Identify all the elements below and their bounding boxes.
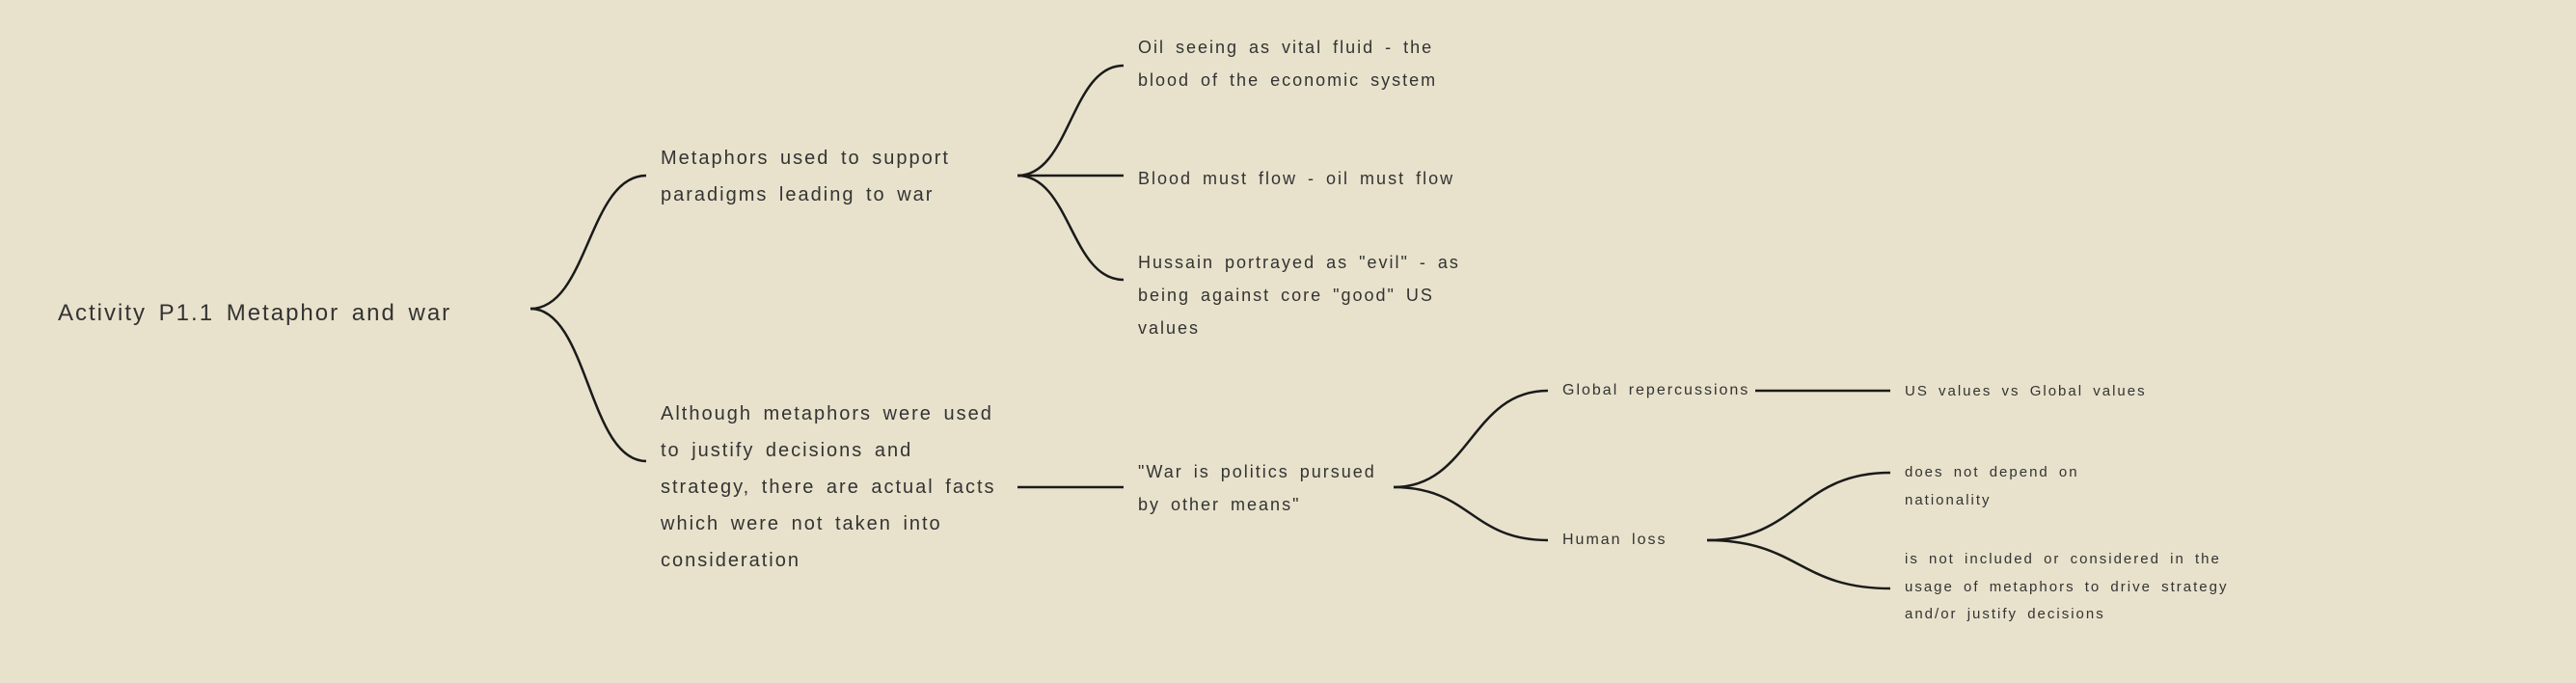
leaf-hussain-evil: Hussain portrayed as "evil" - as being a…: [1138, 246, 1485, 345]
branch-facts-not-considered: Although metaphors were used to justify …: [661, 396, 1008, 579]
leaf-us-vs-global: US values vs Global values: [1905, 378, 2175, 406]
leaf-nationality: does not depend on nationality: [1905, 459, 2175, 514]
node-war-is-politics: "War is politics pursued by other means": [1138, 455, 1389, 521]
branch-metaphors-support: Metaphors used to support paradigms lead…: [661, 140, 1008, 213]
leaf-not-included: is not included or considered in the usa…: [1905, 546, 2271, 629]
leaf-oil-vital-fluid: Oil seeing as vital fluid - the blood of…: [1138, 31, 1485, 96]
leaf-blood-must-flow: Blood must flow - oil must flow: [1138, 162, 1485, 195]
node-global-repercussions: Global repercussions: [1562, 376, 1755, 405]
root-node: Activity P1.1 Metaphor and war: [58, 291, 451, 336]
node-human-loss: Human loss: [1562, 526, 1707, 555]
